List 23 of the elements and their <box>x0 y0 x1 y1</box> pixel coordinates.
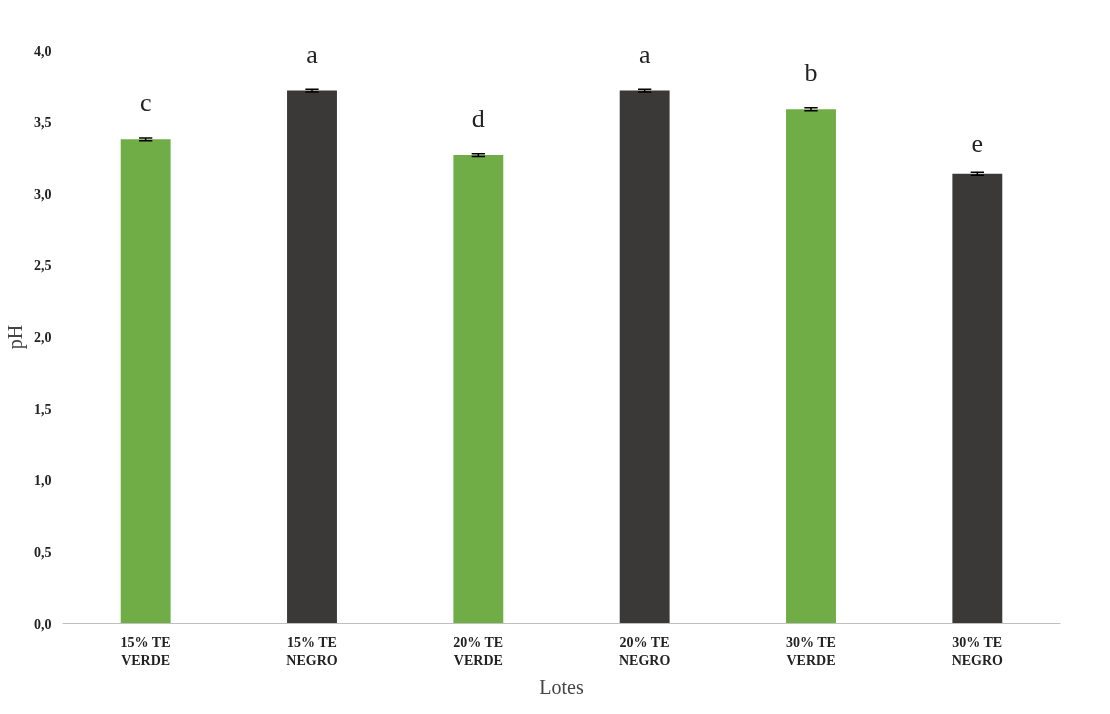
y-axis-title: pH <box>4 324 27 350</box>
y-tick-label: 0,0 <box>34 616 52 632</box>
y-tick-label: 2,5 <box>34 258 52 274</box>
annotation: c <box>139 88 152 118</box>
y-tick-label: 4,0 <box>34 43 52 59</box>
y-tick-label: 1,0 <box>34 473 52 489</box>
annotation: e <box>971 128 984 158</box>
x-tick-label: 20% TE NEGRO <box>619 634 671 668</box>
y-tick-label: 3,5 <box>34 115 52 131</box>
y-tick-label: 1,5 <box>34 401 52 417</box>
annotation: d <box>471 104 485 134</box>
annotation: a <box>638 39 651 69</box>
annotation: a <box>306 39 319 69</box>
y-tick-label: 0,5 <box>34 544 52 560</box>
y-tick-label: 3,0 <box>34 186 52 202</box>
x-tick-label: 20% TE VERDE <box>453 634 504 668</box>
x-tick-label: 30% TE NEGRO <box>951 634 1004 668</box>
x-axis-title: Lotes <box>539 675 584 698</box>
x-tick-label: 15% TE VERDE <box>120 634 171 668</box>
x-tick-label: 15% TE NEGRO <box>286 634 338 668</box>
annotation: b <box>804 58 818 88</box>
y-tick-label: 2,0 <box>34 330 52 345</box>
x-tick-label: 30% TE VERDE <box>785 634 836 668</box>
